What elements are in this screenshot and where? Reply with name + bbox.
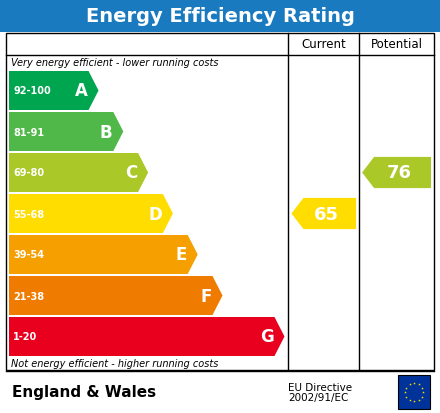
- Text: G: G: [260, 328, 274, 346]
- Bar: [398, 375, 430, 409]
- Text: EU Directive: EU Directive: [288, 382, 352, 392]
- Text: 76: 76: [387, 164, 412, 182]
- Text: 55-68: 55-68: [13, 209, 44, 219]
- Bar: [6, 34, 434, 370]
- Polygon shape: [9, 154, 148, 192]
- Text: England & Wales: England & Wales: [12, 385, 156, 399]
- Polygon shape: [291, 198, 356, 230]
- Text: 65: 65: [314, 205, 339, 223]
- Text: F: F: [200, 287, 212, 305]
- Text: C: C: [125, 164, 137, 182]
- Polygon shape: [9, 317, 285, 356]
- Polygon shape: [362, 157, 431, 189]
- Text: B: B: [100, 123, 112, 141]
- Polygon shape: [9, 72, 99, 111]
- Text: 81-91: 81-91: [13, 127, 44, 137]
- Text: 39-54: 39-54: [13, 250, 44, 260]
- Text: Current: Current: [301, 38, 346, 51]
- Text: 2002/91/EC: 2002/91/EC: [288, 392, 348, 402]
- Text: Energy Efficiency Rating: Energy Efficiency Rating: [85, 7, 355, 26]
- Polygon shape: [9, 113, 123, 152]
- Text: Very energy efficient - lower running costs: Very energy efficient - lower running co…: [11, 58, 219, 68]
- Text: 21-38: 21-38: [13, 291, 44, 301]
- Text: D: D: [148, 205, 162, 223]
- Bar: [0, 0, 440, 33]
- Text: A: A: [75, 82, 88, 100]
- Polygon shape: [9, 276, 223, 315]
- Polygon shape: [9, 235, 198, 274]
- Text: 69-80: 69-80: [13, 168, 44, 178]
- Polygon shape: [9, 195, 173, 233]
- Text: 1-20: 1-20: [13, 332, 37, 342]
- Text: Potential: Potential: [370, 38, 422, 51]
- Text: 92-100: 92-100: [13, 86, 51, 96]
- Text: E: E: [175, 246, 187, 264]
- Text: Not energy efficient - higher running costs: Not energy efficient - higher running co…: [11, 358, 218, 368]
- Bar: [0, 371, 440, 413]
